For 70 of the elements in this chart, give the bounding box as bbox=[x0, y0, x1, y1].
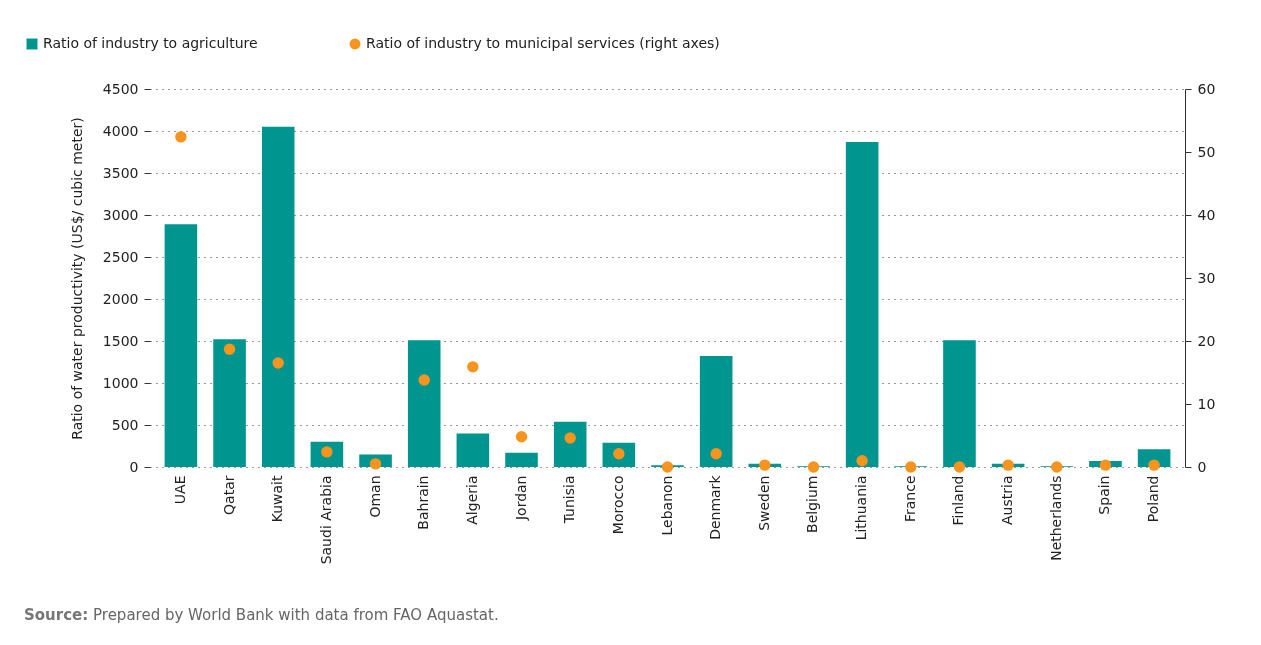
x-tick-label: France bbox=[901, 475, 918, 523]
point bbox=[418, 374, 430, 386]
bar bbox=[407, 340, 441, 467]
point bbox=[369, 458, 382, 470]
bar bbox=[456, 433, 490, 467]
x-tick-label: Netherlands bbox=[1047, 475, 1064, 561]
legend-label: Ratio of industry to municipal services (right axes) bbox=[366, 35, 720, 51]
y2-tick-label: 50 bbox=[1197, 143, 1216, 160]
x-tick-label: Tunisia bbox=[561, 475, 578, 525]
y2-tick-label: 0 bbox=[1197, 458, 1207, 475]
x-tick-label: Qatar bbox=[220, 475, 237, 515]
x-tick-label: Saudi Arabia bbox=[317, 475, 334, 565]
x-tick-label: Finland bbox=[950, 475, 967, 526]
y-tick-label: 4000 bbox=[102, 122, 139, 139]
point bbox=[1002, 459, 1014, 471]
bar bbox=[505, 452, 538, 467]
point bbox=[272, 357, 284, 369]
x-tick-label: Kuwait bbox=[269, 474, 286, 523]
y-tick-label: 1500 bbox=[102, 332, 139, 349]
x-tick-label: Oman bbox=[366, 475, 383, 518]
y2-tick-label: 20 bbox=[1197, 332, 1216, 349]
x-tick-label: Austria bbox=[999, 475, 1016, 525]
y-tick-label: 2500 bbox=[102, 248, 139, 265]
y-axis-title: Ratio of water productivity (US$/ cubic meter) bbox=[68, 117, 85, 440]
y2-tick-label: 30 bbox=[1197, 269, 1216, 286]
x-tick-label: UAE bbox=[171, 475, 188, 505]
x-tick-label: Morocco bbox=[609, 475, 626, 535]
x-tick-label: Spain bbox=[1096, 475, 1113, 515]
y-tick-label: 4500 bbox=[102, 80, 139, 97]
point bbox=[1148, 459, 1160, 471]
point bbox=[807, 461, 820, 473]
point bbox=[175, 131, 187, 143]
bar bbox=[261, 126, 295, 467]
x-tick-label: Belgium bbox=[804, 475, 821, 533]
bar bbox=[553, 421, 587, 467]
y-tick-label: 3500 bbox=[102, 164, 139, 181]
x-tick-label: Poland bbox=[1145, 475, 1162, 523]
y-tick-label: 500 bbox=[111, 416, 139, 433]
point bbox=[1099, 459, 1112, 471]
point bbox=[953, 461, 966, 473]
y-tick-label: 3000 bbox=[102, 206, 139, 223]
bar bbox=[845, 141, 879, 467]
point bbox=[759, 459, 771, 471]
x-tick-label: Algeria bbox=[463, 475, 480, 525]
point bbox=[856, 455, 868, 467]
y2-tick-label: 10 bbox=[1197, 395, 1216, 412]
source-note: Source: Prepared by World Bank with data from FAO Aquastat. bbox=[24, 606, 499, 624]
x-tick-label: Jordan bbox=[512, 475, 529, 522]
bar bbox=[213, 339, 246, 467]
bar bbox=[699, 356, 733, 467]
point bbox=[1051, 461, 1063, 473]
point bbox=[223, 343, 236, 355]
bar bbox=[943, 340, 976, 467]
x-tick-label: Denmark bbox=[707, 474, 724, 540]
point bbox=[661, 461, 674, 473]
y-tick-label: 0 bbox=[129, 458, 139, 475]
y2-tick-label: 60 bbox=[1197, 80, 1216, 97]
point bbox=[710, 448, 722, 460]
bar bbox=[164, 224, 198, 467]
point bbox=[467, 361, 479, 373]
y2-tick-label: 40 bbox=[1197, 206, 1216, 223]
y-tick-label: 2000 bbox=[102, 290, 139, 307]
point bbox=[905, 461, 917, 473]
x-tick-label: Lithuania bbox=[853, 475, 870, 541]
point bbox=[515, 431, 528, 443]
y-tick-label: 1000 bbox=[102, 374, 139, 391]
x-tick-label: Lebanon bbox=[658, 475, 675, 536]
x-tick-label: Bahrain bbox=[415, 475, 432, 530]
x-tick-label: Sweden bbox=[755, 475, 772, 531]
legend-label: Ratio of industry to agriculture bbox=[43, 35, 258, 51]
